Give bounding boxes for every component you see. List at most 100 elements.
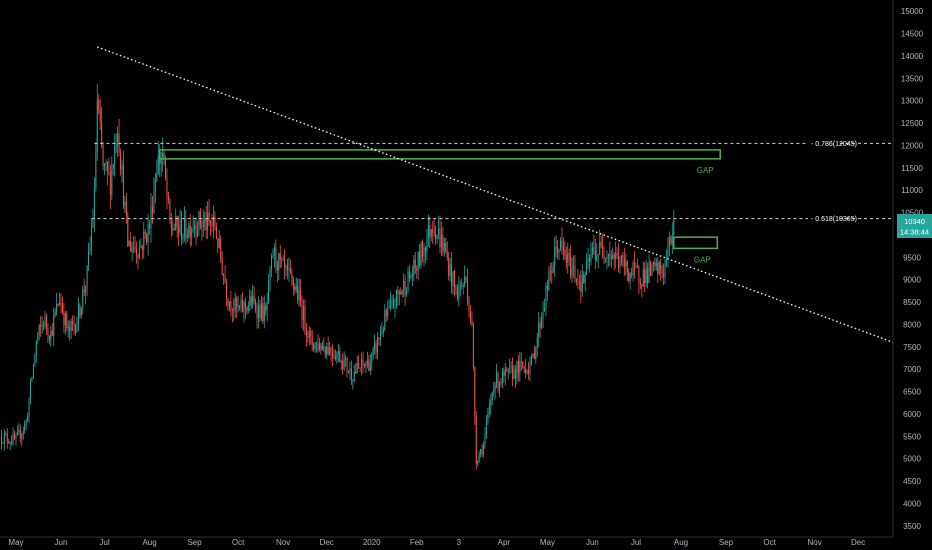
candle-body — [663, 273, 665, 277]
candle-body — [422, 243, 424, 257]
candle-body — [625, 261, 627, 267]
candle-body — [35, 340, 37, 356]
candle-body — [517, 361, 519, 374]
candle-body — [506, 369, 508, 371]
x-tick-label: Jun — [55, 538, 68, 547]
candle-body — [532, 353, 534, 357]
candle-body — [429, 225, 431, 237]
candle-body — [233, 309, 235, 312]
candle-body — [112, 164, 114, 170]
candle-body — [57, 303, 59, 306]
gap-zone-label: GAP — [694, 255, 711, 264]
candle-body — [269, 268, 271, 281]
candle-body — [530, 356, 532, 365]
candle-body — [440, 235, 442, 248]
candle-body — [635, 265, 637, 268]
candle-body — [584, 274, 586, 284]
candle-body — [180, 219, 183, 240]
candle-body — [623, 257, 625, 267]
candle-body — [413, 259, 415, 276]
y-tick-label: 12500 — [901, 119, 924, 128]
candle-body — [420, 243, 422, 266]
candle-body — [604, 258, 607, 260]
candle-body — [194, 224, 196, 229]
candle-body — [552, 266, 554, 273]
candle-body — [561, 240, 563, 248]
candle-body — [660, 262, 662, 270]
candle-body — [0, 436, 2, 443]
candle-body — [115, 145, 117, 146]
candle-body — [665, 259, 667, 261]
candle-body — [336, 354, 338, 360]
candle-body — [108, 170, 110, 173]
candle-body — [350, 368, 352, 381]
candle-body — [573, 266, 575, 269]
candle-body — [453, 271, 455, 288]
x-tick-label: Jul — [631, 538, 641, 547]
trend-line-group[interactable] — [97, 46, 894, 343]
candle-body — [345, 358, 347, 360]
candle-body — [56, 303, 58, 312]
candle-body — [207, 212, 209, 231]
candle-body — [256, 310, 258, 318]
candle-body — [289, 268, 291, 273]
candle-body — [221, 258, 223, 275]
candle-body — [63, 312, 65, 326]
candle-body — [500, 382, 502, 384]
time-axis[interactable]: May Jun Jul Aug Sep Oct Nov Dec 2020 Feb 3 Apr May Ju… — [8, 538, 865, 547]
candle-body — [337, 351, 339, 355]
candle-body — [426, 238, 428, 252]
candle-body — [544, 307, 546, 312]
candle-body — [346, 358, 348, 371]
candle-body — [435, 233, 437, 239]
candle-body — [462, 285, 464, 287]
candle-body — [436, 234, 438, 239]
candle-body — [607, 253, 609, 257]
candle-body — [591, 247, 593, 255]
candle-body — [188, 224, 190, 236]
candle-body — [589, 257, 591, 263]
candle-body — [352, 380, 354, 382]
candle-body — [121, 165, 123, 170]
gap-zones: GAP GAP — [158, 149, 721, 264]
candle-body — [185, 218, 187, 238]
candle-body — [273, 247, 275, 256]
candle-body — [226, 283, 228, 299]
candle-body — [214, 216, 216, 228]
candle-body — [179, 219, 181, 233]
candle-body — [557, 248, 559, 253]
candle-body — [408, 271, 410, 279]
candle-body — [22, 430, 24, 435]
x-tick-label: May — [540, 538, 555, 547]
candle-body — [95, 152, 97, 190]
candle-body — [374, 343, 376, 349]
candle-body — [554, 246, 556, 267]
candle-body — [124, 201, 126, 205]
candle-body — [166, 178, 168, 197]
candle-body — [423, 247, 425, 257]
candle-body — [417, 251, 419, 271]
candle-body — [106, 161, 108, 171]
candle-body — [99, 109, 101, 122]
candle-body — [11, 442, 13, 444]
candle-body — [510, 365, 512, 368]
candle-body — [570, 255, 572, 277]
candle-body — [82, 289, 84, 309]
candle-body — [198, 211, 200, 231]
candle-body — [192, 228, 194, 230]
candle-body — [9, 442, 11, 444]
candle-body — [329, 347, 331, 355]
candle-body — [654, 262, 656, 267]
candle-body — [481, 449, 483, 455]
candle-body — [541, 317, 543, 329]
candle-body — [86, 265, 88, 287]
x-tick-label: Nov — [276, 538, 290, 547]
candle-body — [291, 272, 293, 278]
candle-body — [609, 253, 611, 257]
candle-body — [538, 322, 540, 337]
candle-body — [456, 289, 458, 299]
candle-body — [321, 345, 323, 351]
candle-body — [140, 245, 142, 248]
candle-body — [43, 324, 45, 326]
